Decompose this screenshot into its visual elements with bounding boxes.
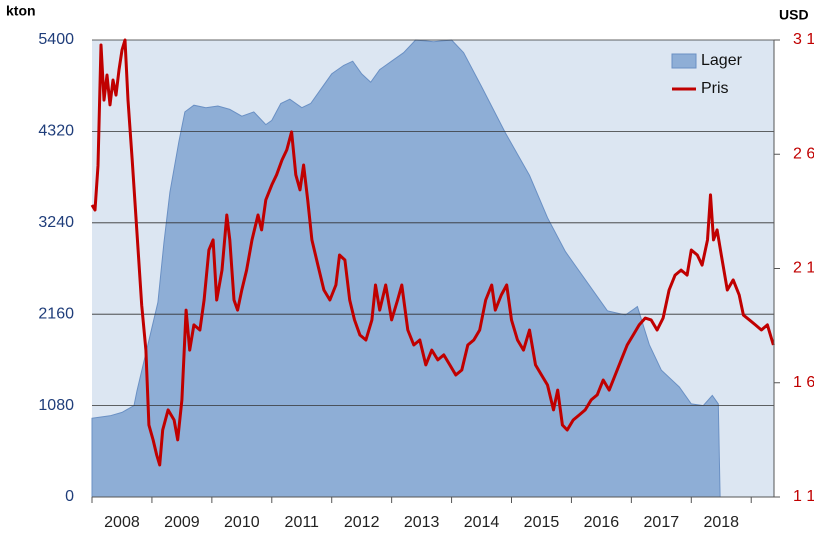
y-tick-label: 3240 bbox=[38, 214, 74, 231]
y2-tick-label: 1 100 bbox=[793, 488, 814, 505]
y-tick-label: 1080 bbox=[38, 397, 74, 414]
y-tick-label: 0 bbox=[65, 488, 74, 505]
x-tick-label: 2014 bbox=[464, 514, 500, 531]
x-tick-label: 2012 bbox=[344, 514, 380, 531]
legend-swatch bbox=[671, 53, 697, 69]
x-tick-label: 2018 bbox=[703, 514, 739, 531]
x-tick-label: 2009 bbox=[164, 514, 200, 531]
line bbox=[90, 38, 775, 467]
x-tick-label: 2011 bbox=[285, 514, 320, 531]
y-axis-label: kton bbox=[6, 3, 36, 19]
x-tick-label: 2013 bbox=[404, 514, 440, 531]
y-tick-label: 4320 bbox=[38, 123, 74, 140]
legend-label: Pris bbox=[701, 80, 729, 97]
y2-tick-label: 2 100 bbox=[793, 260, 814, 277]
x-tick-label: 2010 bbox=[224, 514, 260, 531]
y2-tick-label: 2 600 bbox=[793, 145, 814, 162]
legend-label: Lager bbox=[701, 52, 743, 69]
x-tick-label: 2017 bbox=[644, 514, 680, 531]
y2-axis-label: USD bbox=[779, 7, 809, 23]
y2-tick-label: 3 100 bbox=[793, 31, 814, 48]
area bbox=[91, 39, 721, 498]
x-tick-label: 2016 bbox=[584, 514, 620, 531]
y-tick-label: 2160 bbox=[38, 305, 74, 322]
x-tick-label: 2008 bbox=[104, 514, 140, 531]
y2-tick-label: 1 600 bbox=[793, 374, 814, 391]
legend: Lager Pris bbox=[671, 52, 743, 97]
y-tick-label: 5400 bbox=[38, 31, 74, 48]
x-tick-label: 2015 bbox=[524, 514, 560, 531]
